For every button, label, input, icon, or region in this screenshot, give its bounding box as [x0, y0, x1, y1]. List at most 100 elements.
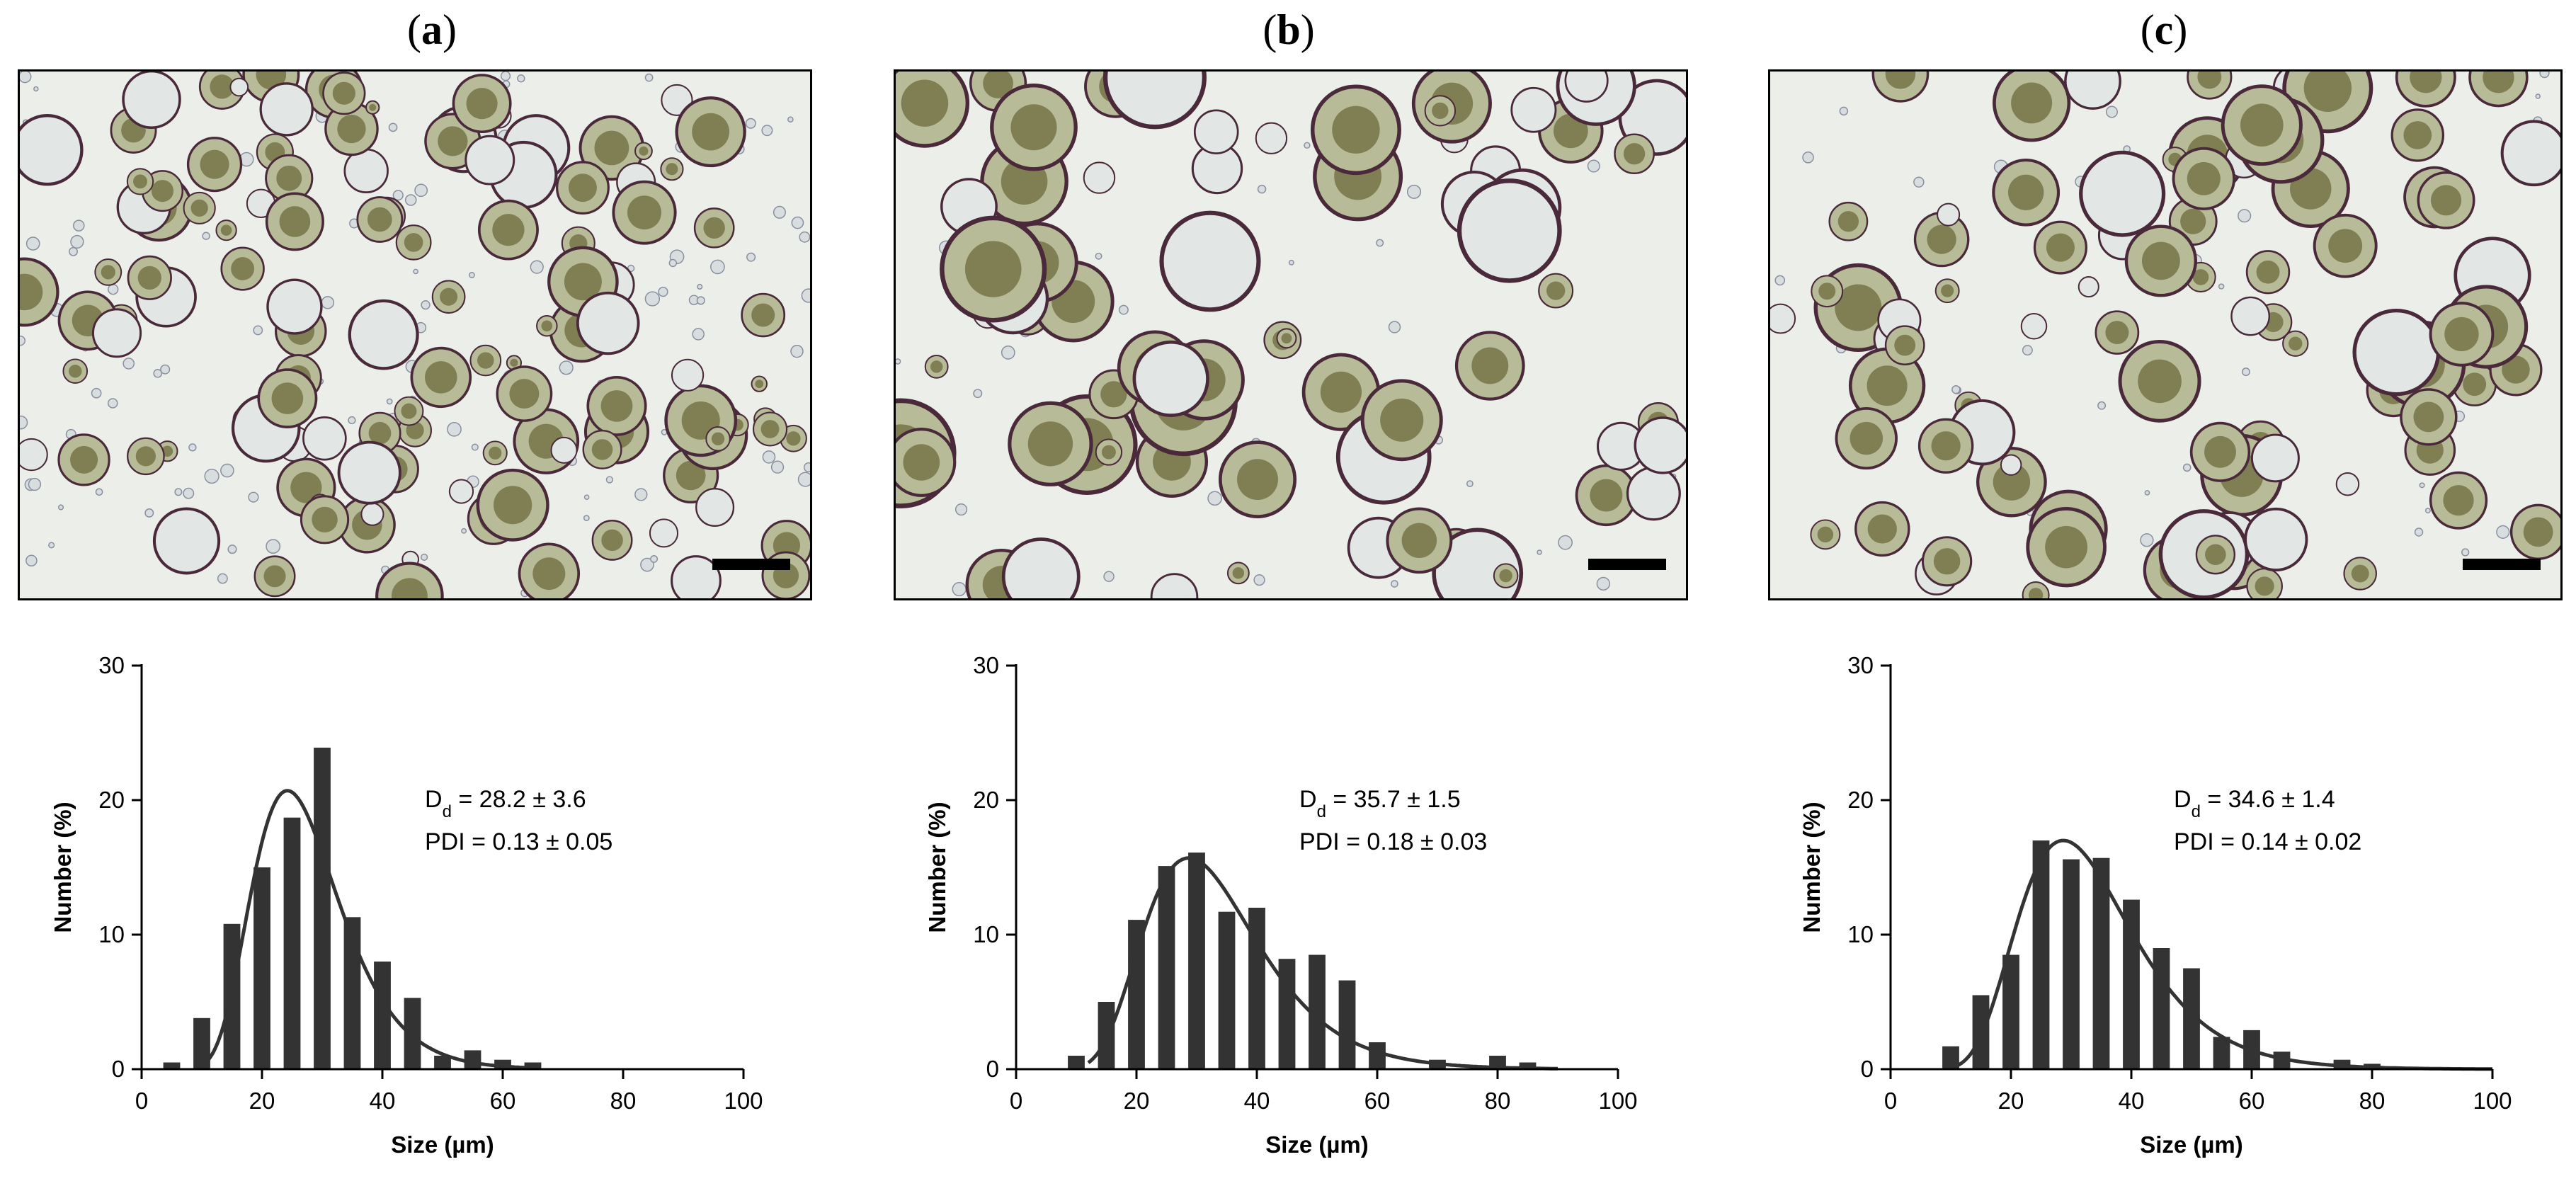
droplet [421, 553, 428, 561]
microcapsule [1083, 161, 1116, 194]
droplet [20, 415, 28, 430]
x-tick-label: 20 [1998, 1088, 2024, 1114]
capsule-core [1894, 334, 1916, 356]
microcapsule [671, 555, 722, 598]
capsule-core [2205, 544, 2226, 566]
capsule-core [1281, 333, 1292, 344]
droplet [2241, 367, 2250, 377]
capsule-core [466, 88, 498, 120]
droplet [746, 252, 756, 262]
capsule-core [2192, 269, 2209, 285]
microcapsule [1457, 178, 1562, 283]
droplet [559, 360, 574, 375]
capsule-core [1432, 102, 1449, 120]
capsule-core [639, 146, 649, 156]
capsule-core [2197, 72, 2222, 89]
x-tick-label: 100 [724, 1088, 763, 1114]
droplet [1587, 159, 1600, 173]
capsule-core [2138, 359, 2182, 404]
microcapsule [259, 82, 314, 137]
x-axis-title: Size (µm) [1265, 1131, 1369, 1158]
droplet [644, 291, 661, 307]
capsule-core [903, 444, 940, 481]
capsule-core [2463, 372, 2487, 397]
y-tick-label: 30 [98, 652, 125, 678]
bar [1942, 1046, 1959, 1069]
droplet [33, 86, 39, 92]
x-tick-label: 80 [1485, 1088, 1511, 1114]
capsule-core [2187, 161, 2221, 195]
microcapsule [2078, 276, 2099, 298]
droplet [1001, 346, 1015, 360]
droplet [644, 73, 654, 82]
microcapsule [1634, 416, 1686, 474]
microcapsule [2500, 120, 2560, 187]
droplet [25, 554, 38, 567]
droplet [386, 398, 393, 405]
capsule-core [337, 114, 366, 144]
capsule-core [1237, 459, 1278, 501]
droplet [2461, 548, 2470, 557]
droplet [1839, 106, 1849, 116]
histogram-b-svg: Dd = 35.7 ± 1.5 PDI = 0.18 ± 0.03 0 20 40 6… [924, 652, 1638, 1158]
capsule-core [391, 578, 428, 598]
histogram-a: Dd = 28.2 ± 3.6 PDI = 0.13 ± 0.05 0 20 40 6… [14, 637, 850, 1182]
capsule-core [2444, 317, 2479, 352]
capsule-core [200, 149, 229, 179]
capsule-core [2403, 121, 2432, 149]
capsule-core [137, 266, 161, 290]
panel-label-a: (a) [407, 6, 457, 53]
capsule-core [2046, 233, 2075, 262]
microcapsule [1510, 86, 1557, 133]
bar [343, 917, 361, 1069]
capsule-core [68, 364, 82, 378]
y-tick-label: 20 [973, 787, 999, 813]
droplet [791, 216, 804, 229]
droplet [650, 554, 659, 563]
x-tick-label: 0 [135, 1088, 148, 1114]
capsule-core [20, 273, 43, 311]
bar [1309, 954, 1326, 1069]
bar [1188, 853, 1205, 1069]
capsule-core [151, 180, 174, 203]
capsule-core [69, 445, 98, 474]
capsule-core [2180, 208, 2206, 234]
capsule-core [1885, 72, 1916, 89]
capsule-core [1332, 106, 1380, 154]
droplet [634, 488, 648, 501]
droplet [605, 476, 614, 484]
droplet [668, 258, 678, 268]
droplet [2140, 533, 2154, 547]
droplet [1537, 549, 1542, 555]
microcapsule [2335, 472, 2360, 496]
droplet [220, 463, 234, 478]
capsule-core [930, 360, 943, 373]
y-tick-label: 30 [1847, 652, 1874, 678]
bar [374, 962, 391, 1069]
capsule-core [1499, 569, 1512, 583]
y-tick-label: 0 [986, 1056, 999, 1082]
droplet [25, 236, 40, 251]
capsule-core [2502, 355, 2530, 384]
droplet [1103, 571, 1115, 582]
microcapsule [1150, 573, 1199, 598]
capsule-core [477, 352, 494, 369]
capsule-core [2011, 82, 2053, 124]
capsule-core [532, 557, 566, 591]
droplet [69, 246, 78, 256]
x-tick-label: 40 [1244, 1088, 1270, 1114]
droplet [414, 183, 428, 198]
droplet [2022, 345, 2033, 356]
droplet [1095, 252, 1102, 260]
droplet [583, 494, 590, 501]
capsule-core [368, 421, 392, 445]
microcapsule [337, 440, 401, 505]
droplet [797, 472, 810, 487]
capsule-core [2045, 525, 2088, 569]
droplet [471, 443, 479, 451]
droplet [1406, 184, 1422, 199]
bar [2153, 948, 2170, 1069]
droplet [1376, 239, 1384, 247]
droplet [2535, 93, 2541, 99]
micrograph-c-image [1770, 72, 2560, 598]
